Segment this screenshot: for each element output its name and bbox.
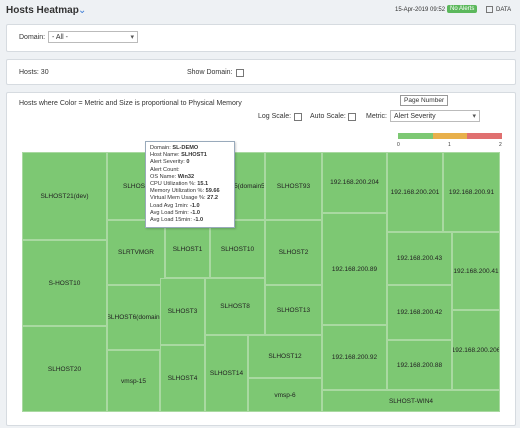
tooltip-label: OS Name: bbox=[150, 173, 177, 180]
tooltip-row: Avg Load 5min: -1.0 bbox=[150, 210, 230, 217]
tooltip-value: -1.0 bbox=[190, 209, 200, 216]
tooltip-label: Alert Count: bbox=[150, 166, 180, 173]
heatmap-cell[interactable]: SLHOST8 bbox=[205, 278, 265, 335]
data-icon bbox=[486, 6, 493, 13]
tooltip-row: Avg Load 15min: -1.0 bbox=[150, 217, 230, 224]
heatmap-cell[interactable]: 192.168.200.92 bbox=[322, 325, 387, 390]
heatmap-cell[interactable]: SLHOST12 bbox=[248, 335, 322, 378]
hosts-label: Hosts: bbox=[19, 69, 39, 76]
tooltip-row: OS Name: Win32 bbox=[150, 174, 230, 181]
heatmap-cell[interactable]: SLHOST13 bbox=[265, 285, 322, 335]
color-legend bbox=[398, 133, 503, 139]
heatmap-cell[interactable]: SLHOST10 bbox=[210, 220, 265, 278]
legend-yellow bbox=[432, 133, 468, 139]
tooltip-value: 15.1 bbox=[197, 181, 209, 188]
heatmap-cell[interactable]: 192.168.200.41 bbox=[452, 232, 500, 310]
show-domain-label: Show Domain: bbox=[187, 69, 233, 76]
heatmap-cell[interactable]: 192.168.200.42 bbox=[387, 285, 452, 340]
tooltip-row: Domain: SL-DEMO bbox=[150, 145, 230, 152]
tooltip-row: Virtual Mem Usage %: 27.2 bbox=[150, 195, 230, 202]
tooltip-row: Host Name: SLHOST1 bbox=[150, 152, 230, 159]
tooltip-value: 59.66 bbox=[205, 188, 220, 195]
tooltip-label: Domain: bbox=[150, 145, 171, 151]
tooltip-label: Memory Utilization %: bbox=[150, 188, 205, 195]
tooltip-row: Alert Count: bbox=[150, 167, 230, 174]
show-domain-checkbox[interactable] bbox=[236, 69, 244, 77]
data-label: DATA bbox=[496, 7, 512, 13]
heatmap-cell[interactable]: SLHOST1 bbox=[165, 220, 210, 278]
heatmap-cell[interactable]: SLHOST3 bbox=[160, 278, 205, 345]
filter-panel: Domain: - All - bbox=[6, 24, 516, 52]
legend-tick: 0 bbox=[397, 142, 400, 148]
alert-badge[interactable]: No Alerts bbox=[447, 5, 478, 13]
log-scale-checkbox[interactable] bbox=[294, 113, 302, 121]
page-title: Hosts Heatmap bbox=[6, 5, 79, 16]
tooltip-label: Avg Load 5min: bbox=[150, 209, 189, 216]
heatmap-cell[interactable]: SLRTVMGR bbox=[107, 220, 165, 285]
heatmap-title: Hosts where Color = Metric and Size is p… bbox=[19, 100, 242, 107]
heatmap-cell[interactable]: SLHOST20 bbox=[22, 326, 107, 412]
tooltip-label: Load Avg 1min: bbox=[150, 202, 189, 209]
heatmap-cell[interactable]: vmsp-15 bbox=[107, 350, 160, 412]
heatmap-cell[interactable]: 192.168.200.201 bbox=[387, 152, 443, 232]
tooltip-value: SL-DEMO bbox=[172, 145, 199, 151]
tooltip-label: Avg Load 15min: bbox=[150, 217, 192, 224]
legend-red bbox=[467, 133, 503, 139]
heatmap-cell[interactable]: SLHOST-WIN4 bbox=[322, 390, 500, 412]
domain-label: Domain: bbox=[19, 34, 46, 41]
heatmap-cell[interactable]: vmsp-6 bbox=[248, 378, 322, 412]
tooltip-label: Alert Severity: bbox=[150, 159, 185, 166]
tooltip-label: Host Name: bbox=[150, 152, 180, 159]
heatmap-cell[interactable]: S-HOST10 bbox=[22, 240, 107, 326]
heatmap-cell[interactable]: SLHOST21(dev) bbox=[22, 152, 107, 240]
log-scale-label: Log Scale: bbox=[258, 113, 292, 120]
heatmap-cell[interactable]: SLHOST93 bbox=[265, 152, 322, 220]
tooltip: Domain: SL-DEMO Host Name: SLHOST1 Alert S… bbox=[145, 141, 235, 229]
tooltip-row: Alert Severity: 0 bbox=[150, 159, 230, 166]
heatmap-cell[interactable]: SLHOST6(domain6) bbox=[107, 285, 165, 350]
tooltip-row: Memory Utilization %: 59.66 bbox=[150, 188, 230, 195]
legend-tick: 1 bbox=[448, 142, 451, 148]
auto-scale-label: Auto Scale: bbox=[310, 113, 346, 120]
tooltip-label: Virtual Mem Usage %: bbox=[150, 195, 206, 202]
hover-hint: Page Number bbox=[400, 95, 449, 106]
metric-label: Metric: bbox=[366, 113, 387, 120]
auto-scale-checkbox[interactable] bbox=[348, 113, 356, 121]
legend-green bbox=[398, 133, 433, 139]
summary-panel: Hosts: 30 Show Domain: bbox=[6, 59, 516, 85]
heatmap-cell[interactable]: SLHOST2 bbox=[265, 220, 322, 285]
legend-tick: 2 bbox=[499, 142, 502, 148]
heatmap-cell[interactable]: 192.168.200.206 bbox=[452, 310, 500, 390]
hosts-value: 30 bbox=[40, 69, 49, 76]
tooltip-label: CPU Utilization %: bbox=[150, 181, 196, 188]
title-menu[interactable]: ⌄ bbox=[78, 5, 87, 16]
tooltip-value: SLHOST1 bbox=[181, 152, 207, 159]
tooltip-value: -1.0 bbox=[193, 217, 204, 224]
tooltip-value: 0 bbox=[186, 159, 190, 166]
hosts-count: Hosts: 30 bbox=[19, 69, 49, 76]
heatmap-cell[interactable]: 192.168.200.91 bbox=[443, 152, 500, 232]
treemap: SLHOST21(dev) S-HOST10 SLHOST20 SLHOST SLRTV… bbox=[22, 152, 500, 412]
domain-select[interactable]: - All - bbox=[48, 31, 138, 44]
tooltip-value: -1.0 bbox=[190, 202, 200, 209]
timestamp: 15-Apr-2019 09:52 bbox=[395, 7, 446, 13]
tooltip-value: Win32 bbox=[177, 173, 195, 180]
tooltip-row: Load Avg 1min: -1.0 bbox=[150, 203, 230, 210]
heatmap-cell[interactable]: 192.168.200.89 bbox=[322, 213, 387, 325]
metric-select[interactable]: Alert Severity bbox=[390, 110, 480, 123]
heatmap-cell[interactable]: SLHOST4 bbox=[160, 345, 205, 412]
heatmap-cell[interactable]: 192.168.200.88 bbox=[387, 340, 452, 390]
heatmap-cell[interactable]: 192.168.200.204 bbox=[322, 152, 387, 213]
tooltip-value: 27.2 bbox=[207, 195, 218, 202]
heatmap-cell[interactable]: SLHOST14 bbox=[205, 335, 248, 412]
heatmap-cell[interactable]: 192.168.200.43 bbox=[387, 232, 452, 285]
tooltip-row: CPU Utilization %: 15.1 bbox=[150, 181, 230, 188]
